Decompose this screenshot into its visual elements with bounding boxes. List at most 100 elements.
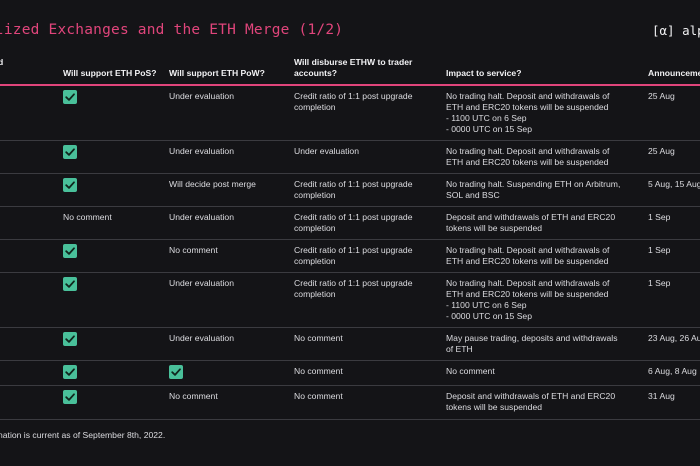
check-icon — [63, 244, 77, 258]
cell-impact: No comment — [446, 366, 495, 377]
brand-logo: [α] alph — [652, 23, 700, 38]
table-row: Under evaluation No comment May pause trad… — [0, 328, 700, 361]
cell-impact-line: No trading halt. Deposit and withdrawals… — [446, 245, 610, 255]
cell-impact-line: No trading halt. Deposit and withdrawals… — [446, 91, 610, 101]
cell-pow: No comment — [169, 391, 218, 401]
check-icon — [63, 365, 77, 379]
check-icon — [63, 390, 77, 404]
cell-pow: Under evaluation — [169, 91, 234, 101]
cell-ethw: No comment — [294, 391, 343, 402]
cell-impact-line: ETH and ERC20 tokens will be suspended — [446, 157, 609, 167]
cell-impact: No trading halt. Suspending ETH on Arbit… — [446, 179, 620, 201]
footnote: nation is current as of September 8th, 2… — [0, 430, 166, 440]
cell-ethw-line: No comment — [294, 391, 343, 401]
cell-pow: Under evaluation — [169, 212, 234, 222]
check-icon — [169, 365, 183, 379]
cell-ethw-line: Under evaluation — [294, 146, 359, 156]
cell-ethw-line: Credit ratio of 1:1 post upgrade — [294, 245, 413, 255]
cell-impact-line: - 1100 UTC on 6 Sep — [446, 300, 527, 310]
cell-ethw-line: completion — [294, 190, 336, 200]
cell-impact-line: SOL and BSC — [446, 190, 500, 200]
cell-impact-line: - 0000 UTC on 15 Sep — [446, 124, 532, 134]
cell-ethw-line: completion — [294, 223, 336, 233]
cell-impact: May pause trading, deposits and withdraw… — [446, 333, 618, 355]
header-impact: Impact to service? — [446, 68, 522, 78]
cell-ethw-line: completion — [294, 256, 336, 266]
table-row: Under evaluation Credit ratio of 1:1 post… — [0, 273, 700, 328]
cell-ethw-line: No comment — [294, 366, 343, 376]
cell-ethw: Credit ratio of 1:1 post upgrade completi… — [294, 179, 412, 201]
cell-pos: No comment — [63, 212, 112, 222]
cell-ethw: Credit ratio of 1:1 post upgrade completi… — [294, 278, 412, 300]
cell-impact-line: Deposit and withdrawals of ETH and ERC20 — [446, 212, 616, 222]
cell-ethw: Credit ratio of 1:1 post upgrade completi… — [294, 212, 412, 234]
check-icon — [63, 277, 77, 291]
cell-impact: Deposit and withdrawals of ETH and ERC20… — [446, 391, 615, 413]
cell-pow: No comment — [169, 245, 218, 255]
table-row: Under evaluation Credit ratio of 1:1 post… — [0, 86, 700, 141]
header-ethw-line2: accounts? — [294, 68, 337, 78]
cell-impact: No trading halt. Deposit and withdrawals… — [446, 278, 609, 322]
cell-ethw: Credit ratio of 1:1 post upgrade completi… — [294, 245, 412, 267]
cell-ethw-line: completion — [294, 289, 336, 299]
cell-ethw: Credit ratio of 1:1 post upgrade completi… — [294, 91, 412, 113]
header-announcement: Announceme — [648, 68, 700, 78]
cell-impact-line: tokens will be suspended — [446, 223, 543, 233]
cell-impact-line: No comment — [446, 366, 495, 376]
header-pos: Will support ETH PoS? — [63, 68, 157, 78]
cell-ethw-line: Credit ratio of 1:1 post upgrade — [294, 278, 413, 288]
cell-ethw-line: completion — [294, 102, 336, 112]
cell-impact-line: Deposit and withdrawals of ETH and ERC20 — [446, 391, 616, 401]
cell-ethw-line: Credit ratio of 1:1 post upgrade — [294, 179, 413, 189]
table-row: No comment No comment 6 Aug, 8 Aug — [0, 361, 700, 386]
header-ethw-line1: Will disburse ETHW to trader — [294, 57, 413, 67]
cell-impact-line: - 0000 UTC on 15 Sep — [446, 311, 532, 321]
cell-announcement: 25 Aug — [648, 146, 675, 156]
cell-impact-line: ETH and ERC20 tokens will be suspended — [446, 289, 609, 299]
page-title: alized Exchanges and the ETH Merge (1/2) — [0, 22, 344, 38]
cell-pow: Under evaluation — [169, 278, 234, 288]
cell-announcement: 31 Aug — [648, 391, 675, 401]
cell-ethw-line: Credit ratio of 1:1 post upgrade — [294, 91, 413, 101]
cell-announcement: 5 Aug, 15 Aug, — [648, 179, 700, 189]
cell-impact-line: - 1100 UTC on 6 Sep — [446, 113, 527, 123]
check-icon — [63, 90, 77, 104]
cell-impact-line: No trading halt. Suspending ETH on Arbit… — [446, 179, 621, 189]
check-icon — [63, 332, 77, 346]
cell-announcement: 1 Sep — [648, 212, 671, 222]
cell-impact-line: of ETH — [446, 344, 473, 354]
table-row: No comment No comment Deposit and withdraw… — [0, 386, 700, 420]
cell-impact: No trading halt. Deposit and withdrawals… — [446, 91, 609, 135]
cell-ethw: No comment — [294, 366, 343, 377]
cell-ethw: No comment — [294, 333, 343, 344]
cell-announcement: 1 Sep — [648, 245, 671, 255]
header-ethw: Will disburse ETHW to trader accounts? — [294, 57, 412, 79]
table-row: Under evaluation Under evaluation No tradi… — [0, 141, 700, 174]
cell-impact: No trading halt. Deposit and withdrawals… — [446, 146, 609, 168]
table-row: No comment Under evaluation Credit ratio o… — [0, 207, 700, 240]
cell-impact-line: ETH and ERC20 tokens will be suspended — [446, 102, 609, 112]
header-divider — [0, 84, 700, 86]
header-col-0: d — [0, 57, 4, 67]
cell-impact-line: May pause trading, deposits and withdraw… — [446, 333, 618, 343]
cell-announcement: 6 Aug, 8 Aug — [648, 366, 697, 376]
cell-announcement: 23 Aug, 26 Au — [648, 333, 700, 343]
cell-impact: No trading halt. Deposit and withdrawals… — [446, 245, 609, 267]
cell-ethw: Under evaluation — [294, 146, 359, 157]
cell-impact-line: ETH and ERC20 tokens will be suspended — [446, 256, 609, 266]
cell-pow: Under evaluation — [169, 333, 234, 343]
cell-ethw-line: Credit ratio of 1:1 post upgrade — [294, 212, 413, 222]
table-row: Will decide post merge Credit ratio of 1:… — [0, 174, 700, 207]
cell-announcement: 25 Aug — [648, 91, 675, 101]
cell-ethw-line: No comment — [294, 333, 343, 343]
check-icon — [63, 145, 77, 159]
cell-pow: Will decide post merge — [169, 179, 256, 189]
table-row: No comment Credit ratio of 1:1 post upgra… — [0, 240, 700, 273]
check-icon — [63, 178, 77, 192]
cell-impact: Deposit and withdrawals of ETH and ERC20… — [446, 212, 615, 234]
cell-pow: Under evaluation — [169, 146, 234, 156]
cell-impact-line: tokens will be suspended — [446, 402, 543, 412]
cell-impact-line: No trading halt. Deposit and withdrawals… — [446, 278, 610, 288]
cell-impact-line: No trading halt. Deposit and withdrawals… — [446, 146, 610, 156]
cell-announcement: 1 Sep — [648, 278, 671, 288]
